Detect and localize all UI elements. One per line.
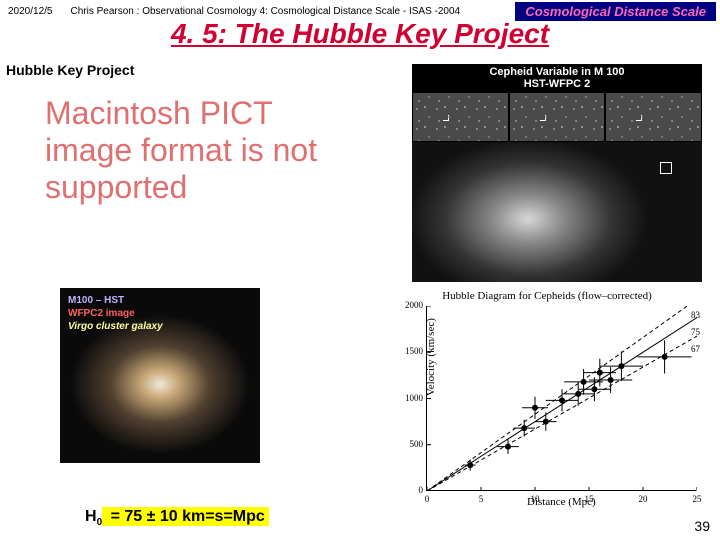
- date-text: 2020/12/5: [8, 6, 53, 17]
- thumb-3: [606, 93, 701, 141]
- page-number: 39: [694, 518, 710, 534]
- plot-area: Velocity (km/sec) Distance (Mpc) 0500100…: [426, 306, 696, 491]
- thumb-1: [413, 93, 508, 141]
- plot-title: Hubble Diagram for Cepheids (flow–correc…: [392, 290, 702, 302]
- cepheid-thumbnails: [412, 92, 702, 142]
- main-title: 4. 5: The Hubble Key Project: [0, 18, 720, 50]
- cepheid-panel: Cepheid Variable in M 100HST-WFPC 2: [412, 64, 702, 282]
- hubble-diagram-plot: Hubble Diagram for Cepheids (flow–correc…: [392, 290, 702, 515]
- subtitle: Hubble Key Project: [6, 62, 134, 78]
- author-text: Chris Pearson : Observational Cosmology …: [71, 6, 461, 17]
- hubble-constant-equation: H0 = 75 ± 10 km=s=Mpc: [85, 508, 269, 528]
- m100-label: M100 – HST WFPC2 image Virgo cluster gal…: [68, 294, 163, 333]
- cepheid-title: Cepheid Variable in M 100HST-WFPC 2: [412, 64, 702, 92]
- m100-image: M100 – HST WFPC2 image Virgo cluster gal…: [60, 288, 260, 463]
- thumb-2: [510, 93, 605, 141]
- galaxy-image: [412, 142, 702, 282]
- pict-error-message: Macintosh PICT image format is not suppo…: [45, 95, 325, 205]
